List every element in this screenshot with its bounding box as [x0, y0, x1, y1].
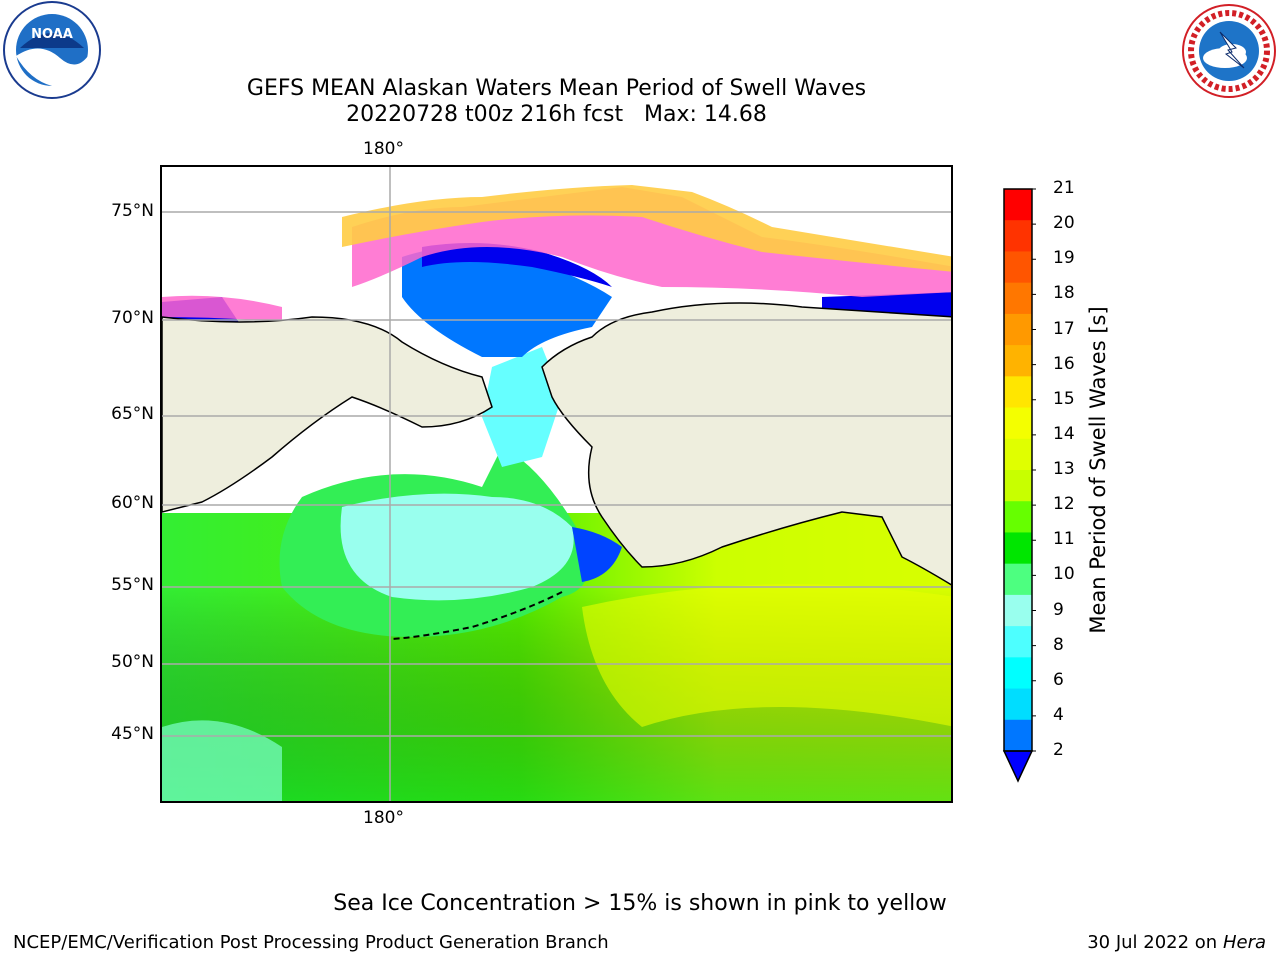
svg-text:NOAA: NOAA — [31, 27, 73, 42]
footer-producer: NCEP/EMC/Verification Post Processing Pr… — [13, 932, 609, 953]
title-line-2: 20220728 t00z 216h fcst Max: 14.68 — [346, 102, 767, 127]
lower-left-cyan-patch — [162, 720, 282, 801]
colorbar-title: Mean Period of Swell Waves [s] — [1086, 306, 1110, 634]
title-line-1: GEFS MEAN Alaskan Waters Mean Period of … — [246, 76, 867, 101]
colorbar-tick-label: 15 — [1053, 388, 1075, 409]
colorbar-segment — [1004, 251, 1032, 284]
siberia-land — [162, 316, 493, 513]
colorbar-segment — [1004, 594, 1032, 627]
colorbar-segment — [1004, 282, 1032, 315]
colorbar-tick-label: 10 — [1053, 564, 1075, 585]
colorbar — [1000, 185, 1036, 785]
colorbar-segment — [1004, 501, 1032, 533]
colorbar-segment — [1004, 688, 1032, 721]
lat-label-45: 45°N — [111, 724, 154, 744]
colorbar-segment — [1004, 626, 1032, 658]
colorbar-segment — [1004, 407, 1032, 440]
lat-label-55: 55°N — [111, 575, 154, 595]
colorbar-segment — [1004, 438, 1032, 471]
colorbar-segment — [1004, 189, 1032, 221]
colorbar-tick-label: 11 — [1053, 529, 1075, 550]
sea-ice-yellow — [342, 185, 951, 272]
sea-ice-note: Sea Ice Concentration > 15% is shown in … — [333, 891, 947, 916]
colorbar-tick-label: 8 — [1053, 634, 1064, 655]
map-panel — [160, 165, 953, 803]
colorbar-segment — [1004, 657, 1032, 690]
map-svg — [162, 167, 951, 801]
nws-logo — [1180, 2, 1278, 100]
colorbar-tick-label: 12 — [1053, 494, 1075, 515]
colorbar-tick-label: 20 — [1053, 213, 1075, 234]
lat-label-70: 70°N — [111, 308, 154, 328]
colorbar-tick-label: 6 — [1053, 669, 1064, 690]
chart-title: GEFS MEAN Alaskan Waters Mean Period of … — [0, 76, 1113, 128]
lat-label-50: 50°N — [111, 652, 154, 672]
bering-sea-cyan — [340, 493, 574, 601]
colorbar-segment — [1004, 220, 1032, 252]
colorbar-extend-arrow — [1002, 750, 1034, 783]
sea-ice-west — [162, 295, 282, 322]
chukchi-sea-blue — [402, 247, 612, 357]
footer-machine: Hera — [1222, 932, 1266, 953]
colorbar-segment — [1004, 345, 1032, 377]
colorbar-tick-label: 2 — [1053, 740, 1064, 760]
colorbar-tick-label: 21 — [1053, 178, 1075, 198]
colorbar-segment — [1004, 313, 1032, 346]
colorbar-tick-label: 4 — [1053, 704, 1064, 725]
lon-label-top: 180° — [363, 139, 404, 159]
lat-label-65: 65°N — [111, 404, 154, 424]
colorbar-tick-label: 14 — [1053, 423, 1075, 444]
colorbar-segment — [1004, 532, 1032, 565]
lat-label-60: 60°N — [111, 493, 154, 513]
colorbar-segment — [1004, 376, 1032, 409]
bristol-bay-blue — [572, 527, 622, 582]
footer-date-text: 30 Jul 2022 on — [1087, 932, 1223, 953]
colorbar-tick-label: 18 — [1053, 283, 1075, 304]
colorbar-tick-label: 9 — [1053, 599, 1064, 620]
footer-date: 30 Jul 2022 on Hera — [1087, 932, 1266, 953]
colorbar-tick-label: 17 — [1053, 318, 1075, 339]
colorbar-tick-label: 19 — [1053, 248, 1075, 269]
gulf-yellow-patch — [582, 584, 951, 727]
bering-strait-cyan — [482, 347, 562, 467]
colorbar-segment — [1004, 470, 1032, 502]
colorbar-segment — [1004, 719, 1032, 752]
lon-label-bottom: 180° — [363, 808, 404, 828]
graticule — [162, 167, 951, 801]
colorbar-tick-label: 16 — [1053, 353, 1075, 374]
chukchi-dark-blue — [422, 243, 612, 287]
colorbar-svg — [1002, 188, 1036, 783]
alaska-land — [541, 302, 951, 586]
colorbar-segment — [1004, 563, 1032, 596]
colorbar-tick-label: 13 — [1053, 459, 1075, 479]
noaa-logo: NOAA — [0, 0, 104, 104]
lat-label-75: 75°N — [111, 201, 154, 221]
